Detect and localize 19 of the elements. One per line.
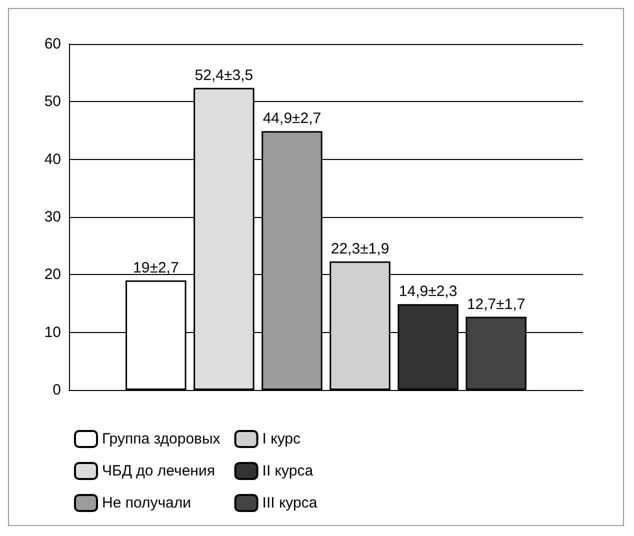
legend-label: II курса [262,462,314,480]
data-label: 12,7±1,7 [466,296,526,313]
data-label: 44,9±2,7 [262,110,322,128]
legend-label: III курса [262,494,318,512]
legend-label: Не получали [102,494,192,512]
data-label: 22,3±1,9 [330,240,390,258]
y-tick-label: 0 [52,382,61,398]
y-tick-label: 30 [44,208,61,226]
y-tick-label: 10 [44,324,61,341]
legend-label: ЧБД до лечения [102,462,215,480]
y-tick-label: 20 [44,266,61,284]
data-label: 52,4±3,5 [194,66,254,84]
y-tick-label: 40 [44,150,61,168]
legend-label: I курс [262,430,302,448]
y-tick-label: 60 [44,36,61,52]
data-label: 19±2,7 [133,259,179,276]
data-label: 14,9±2,3 [398,283,458,300]
y-tick-label: 50 [44,93,61,110]
legend-label: Группа здоровых [102,430,221,448]
